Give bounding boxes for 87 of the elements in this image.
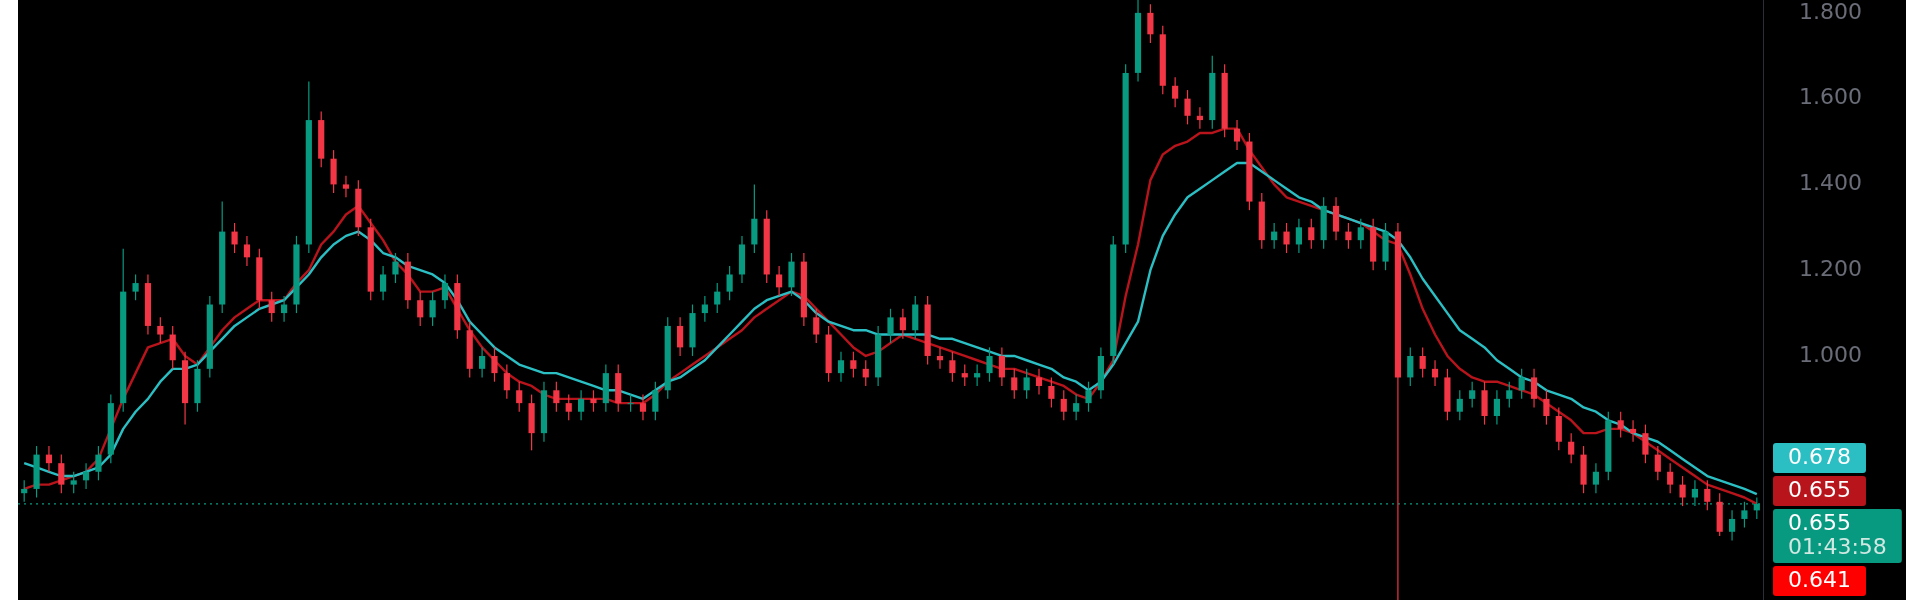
candlestick <box>491 346 498 383</box>
candlestick <box>1419 346 1426 379</box>
candlestick <box>70 471 77 494</box>
data-label: 0.655 <box>1788 476 1851 502</box>
candlestick <box>1431 359 1439 387</box>
candlestick <box>392 252 399 284</box>
candlestick <box>132 273 139 301</box>
candlestick <box>479 346 486 379</box>
candlestick <box>776 265 783 297</box>
candlestick <box>553 381 560 413</box>
candlestick <box>45 445 53 473</box>
candlestick <box>1271 222 1278 250</box>
candlestick <box>1518 368 1525 400</box>
candlestick <box>1345 222 1352 250</box>
data-label: 0.678 <box>1788 443 1851 469</box>
candlestick <box>1048 376 1055 409</box>
candlestick <box>1642 423 1649 464</box>
text: 0.641 <box>1788 566 1851 592</box>
candlestick <box>503 363 510 400</box>
candlestick <box>1295 218 1302 254</box>
candlestick <box>639 393 647 421</box>
candlestick <box>899 308 906 340</box>
candlestick <box>726 265 733 301</box>
candlestick <box>1035 368 1043 396</box>
candlestick <box>1493 389 1501 426</box>
candlestick <box>58 454 65 494</box>
candlestick <box>714 282 721 314</box>
candlestick <box>1283 222 1290 254</box>
candlestick <box>1667 462 1674 494</box>
candlestick <box>1184 89 1191 125</box>
candlestick <box>1543 389 1550 426</box>
candlestick <box>1592 462 1600 494</box>
candlestick <box>652 381 659 421</box>
y-tick-label: 1.600 <box>1799 84 1862 110</box>
candlestick <box>1060 389 1067 421</box>
ref-line-label: 0.655 <box>1788 509 1851 535</box>
candlestick <box>157 316 164 344</box>
candlestick <box>1506 381 1513 409</box>
candlestick <box>1085 381 1092 413</box>
candlestick <box>429 291 436 327</box>
candlestick <box>1023 368 1030 400</box>
candlestick <box>1456 389 1463 421</box>
candlestick <box>1704 479 1711 511</box>
candlestick <box>342 175 350 198</box>
candlestick <box>813 308 820 344</box>
y-tick-label: 1.400 <box>1799 170 1862 196</box>
candlestick <box>243 235 251 267</box>
candlestick <box>1568 432 1575 464</box>
y-tick-label: 1.800 <box>1799 0 1862 24</box>
candlestick <box>1172 76 1179 108</box>
candlestick <box>1654 445 1661 481</box>
candlestick <box>1530 368 1538 409</box>
candlestick <box>850 351 857 379</box>
candlestick <box>1073 393 1080 421</box>
candlestick <box>95 445 102 481</box>
candlestick <box>417 291 424 327</box>
text: 01:43:58 <box>1788 533 1887 559</box>
candlestick <box>578 389 585 421</box>
candlestick <box>1469 381 1476 409</box>
candlestick <box>837 351 845 383</box>
candlestick <box>82 462 90 490</box>
candlestick <box>677 316 684 357</box>
candlestick <box>1233 119 1241 151</box>
candlestick <box>280 295 288 323</box>
candlestick <box>1679 475 1686 507</box>
candlestick <box>268 291 275 323</box>
candlestick <box>1147 3 1154 44</box>
candlestick <box>862 359 869 387</box>
candlestick <box>887 308 894 344</box>
candlestick <box>1357 218 1364 250</box>
candlestick <box>986 346 993 383</box>
candlestick <box>441 273 449 310</box>
y-tick-label: 1.000 <box>1799 341 1862 367</box>
candlestick <box>380 265 387 301</box>
candlestick <box>1728 509 1736 541</box>
candlestick <box>949 351 956 383</box>
candlestick <box>701 295 708 323</box>
candlestick <box>516 381 523 413</box>
candlestick <box>998 346 1005 387</box>
candlestick <box>1617 411 1624 439</box>
y-tick-label: 1.200 <box>1799 255 1862 281</box>
candlestick <box>1011 368 1018 400</box>
candlestick <box>231 222 238 254</box>
candlestick <box>1308 218 1315 250</box>
candlestick <box>565 393 572 421</box>
candlestick <box>590 389 597 413</box>
candlestick <box>1407 346 1414 387</box>
